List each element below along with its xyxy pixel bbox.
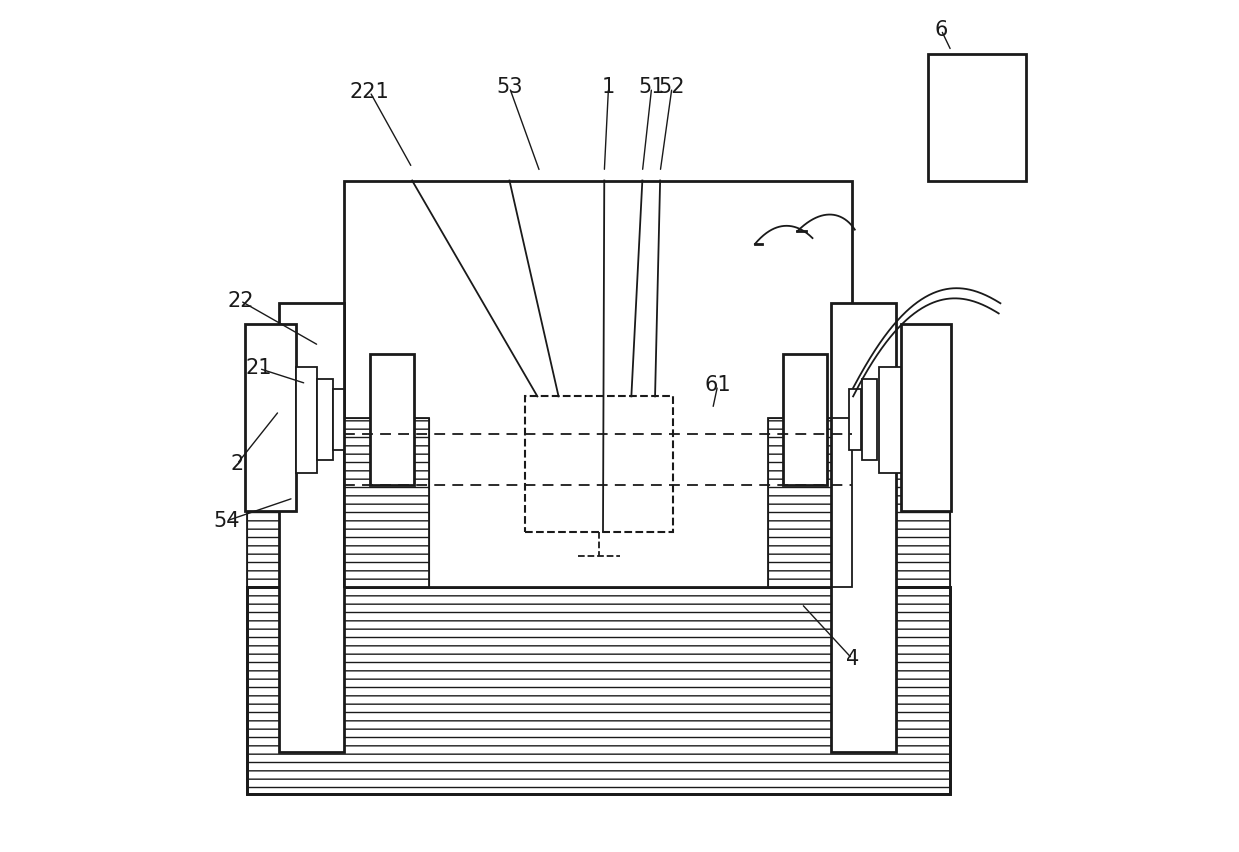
Text: 2: 2 xyxy=(230,454,244,474)
Bar xyxy=(880,366,901,473)
Bar xyxy=(247,379,344,587)
Bar xyxy=(783,354,826,486)
Text: 52: 52 xyxy=(659,78,685,97)
Text: 21: 21 xyxy=(245,359,273,378)
Bar xyxy=(344,181,852,587)
Text: 61: 61 xyxy=(705,376,731,395)
Bar xyxy=(247,587,949,794)
Text: 51: 51 xyxy=(638,78,665,97)
Bar xyxy=(802,379,949,587)
Text: 1: 1 xyxy=(602,78,615,97)
Bar xyxy=(247,587,949,794)
Bar xyxy=(279,303,344,751)
Text: 54: 54 xyxy=(213,511,240,531)
Bar xyxy=(369,354,414,486)
Bar xyxy=(344,417,429,587)
Bar xyxy=(247,379,344,587)
Bar xyxy=(245,325,296,510)
Bar xyxy=(802,379,949,587)
Bar xyxy=(768,417,852,587)
Bar xyxy=(344,417,429,587)
Bar xyxy=(296,366,317,473)
Text: 22: 22 xyxy=(227,291,254,311)
Bar xyxy=(524,396,673,532)
Bar xyxy=(768,417,852,587)
Text: 4: 4 xyxy=(846,648,859,669)
Text: 53: 53 xyxy=(496,78,523,97)
Bar xyxy=(332,389,344,450)
Bar xyxy=(831,303,896,751)
Bar xyxy=(928,54,1026,181)
Bar xyxy=(317,379,332,460)
Bar xyxy=(901,325,952,510)
Bar xyxy=(849,389,861,450)
Text: 221: 221 xyxy=(349,82,390,101)
Text: 6: 6 xyxy=(934,20,948,40)
Bar xyxy=(861,379,877,460)
